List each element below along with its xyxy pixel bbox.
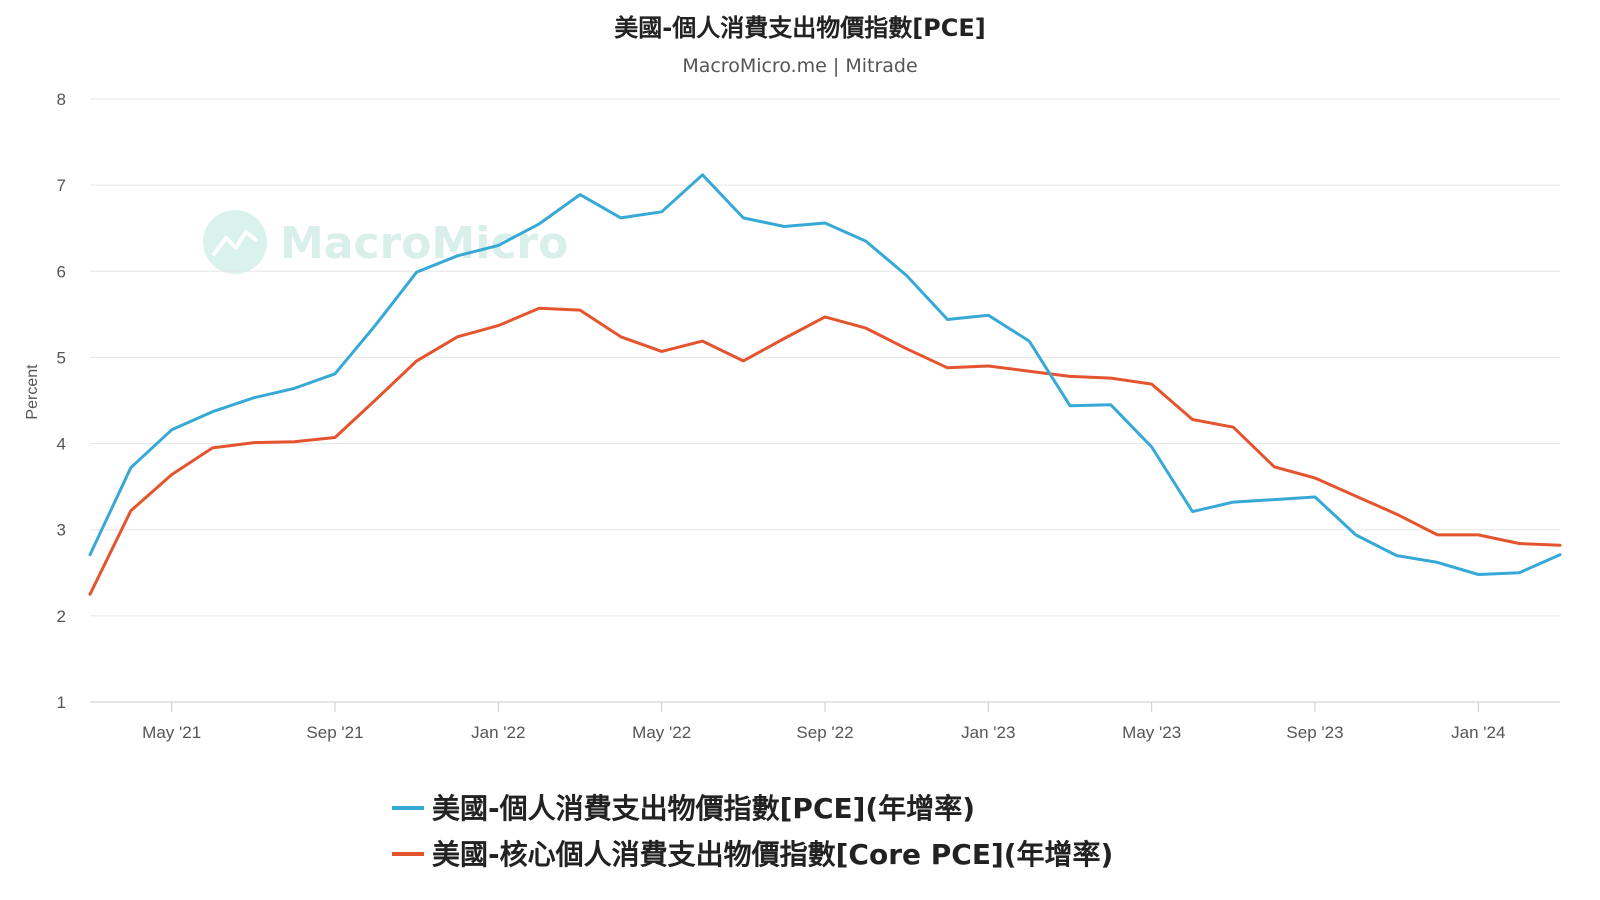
y-axis-label: Percent — [24, 364, 41, 420]
x-tick-label: Sep '22 — [796, 723, 853, 742]
legend-item-2[interactable]: 美國-核心個人消費支出物價指數[Core PCE](年增率) — [392, 838, 1113, 871]
x-tick-label: May '22 — [632, 723, 691, 742]
y-tick-label: 3 — [57, 521, 66, 540]
legend-item-1[interactable]: 美國-個人消費支出物價指數[PCE](年增率) — [392, 792, 975, 825]
grid-lines — [90, 98, 1560, 617]
x-tick-label: Jan '22 — [471, 723, 525, 742]
x-axis-ticks: May '21 Sep '21 Jan '22 May '22 Sep '22 Jan '… — [142, 702, 1505, 742]
x-tick-label: Sep '23 — [1286, 723, 1343, 742]
x-tick-label: May '21 — [142, 723, 201, 742]
legend-label: 美國-個人消費支出物價指數[PCE](年增率) — [432, 792, 975, 825]
x-tick-label: Jan '24 — [1451, 723, 1505, 742]
x-tick-label: May '23 — [1122, 723, 1181, 742]
legend-label: 美國-核心個人消費支出物價指數[Core PCE](年增率) — [432, 838, 1113, 871]
y-tick-label: 1 — [57, 693, 66, 712]
y-tick-label: 8 — [57, 90, 66, 109]
y-tick-label: 7 — [57, 176, 66, 195]
legend[interactable]: 美國-個人消費支出物價指數[PCE](年增率) 美國-核心個人消費支出物價指數[C… — [392, 792, 1113, 871]
series-lines — [88, 173, 1562, 596]
chart-title: 美國-個人消費支出物價指數[PCE] — [614, 14, 986, 42]
x-tick-label: Jan '23 — [961, 723, 1015, 742]
chart-subtitle: MacroMicro.me | Mitrade — [682, 55, 917, 77]
macromicro-watermark: MacroMicro — [203, 210, 568, 274]
watermark-text: MacroMicro — [280, 218, 568, 269]
y-axis-ticks: 1 2 3 4 5 6 7 8 — [57, 90, 66, 712]
series-line-2 — [88, 306, 1562, 596]
y-tick-label: 6 — [57, 262, 66, 281]
y-tick-label: 4 — [57, 435, 66, 454]
series-line-1 — [88, 173, 1562, 576]
y-tick-label: 2 — [57, 607, 66, 626]
x-tick-label: Sep '21 — [306, 723, 363, 742]
y-tick-label: 5 — [57, 348, 66, 367]
